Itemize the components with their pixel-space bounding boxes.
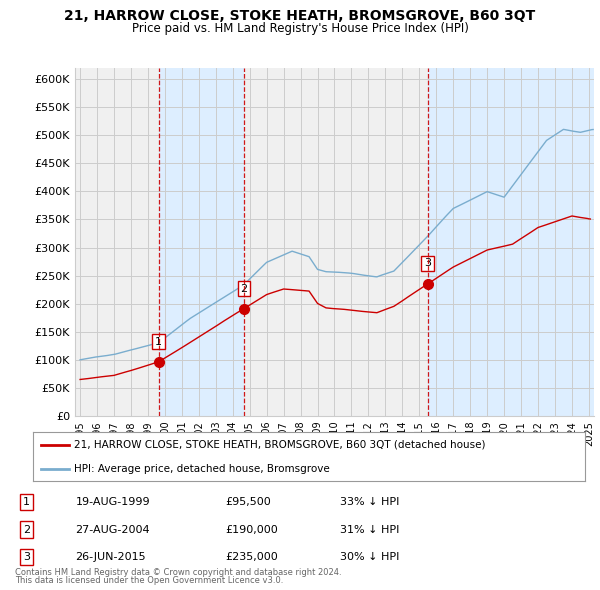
Text: 2: 2 — [240, 284, 247, 294]
Text: 1: 1 — [155, 337, 162, 346]
Text: 33% ↓ HPI: 33% ↓ HPI — [340, 497, 400, 507]
Text: 3: 3 — [424, 258, 431, 268]
Text: 21, HARROW CLOSE, STOKE HEATH, BROMSGROVE, B60 3QT: 21, HARROW CLOSE, STOKE HEATH, BROMSGROV… — [64, 9, 536, 23]
Text: 19-AUG-1999: 19-AUG-1999 — [76, 497, 150, 507]
Text: 3: 3 — [23, 552, 30, 562]
Text: 2: 2 — [23, 525, 30, 535]
Bar — [159, 68, 244, 416]
Text: 21, HARROW CLOSE, STOKE HEATH, BROMSGROVE, B60 3QT (detached house): 21, HARROW CLOSE, STOKE HEATH, BROMSGROV… — [74, 440, 486, 450]
Text: 26-JUN-2015: 26-JUN-2015 — [76, 552, 146, 562]
Bar — [428, 68, 594, 416]
Text: £95,500: £95,500 — [225, 497, 271, 507]
Text: Contains HM Land Registry data © Crown copyright and database right 2024.: Contains HM Land Registry data © Crown c… — [15, 568, 341, 577]
Text: This data is licensed under the Open Government Licence v3.0.: This data is licensed under the Open Gov… — [15, 576, 283, 585]
Text: HPI: Average price, detached house, Bromsgrove: HPI: Average price, detached house, Brom… — [74, 464, 330, 474]
Text: £190,000: £190,000 — [225, 525, 278, 535]
Text: 31% ↓ HPI: 31% ↓ HPI — [340, 525, 400, 535]
Text: £235,000: £235,000 — [225, 552, 278, 562]
Text: Price paid vs. HM Land Registry's House Price Index (HPI): Price paid vs. HM Land Registry's House … — [131, 22, 469, 35]
Text: 27-AUG-2004: 27-AUG-2004 — [76, 525, 150, 535]
Text: 30% ↓ HPI: 30% ↓ HPI — [340, 552, 400, 562]
Text: 1: 1 — [23, 497, 30, 507]
